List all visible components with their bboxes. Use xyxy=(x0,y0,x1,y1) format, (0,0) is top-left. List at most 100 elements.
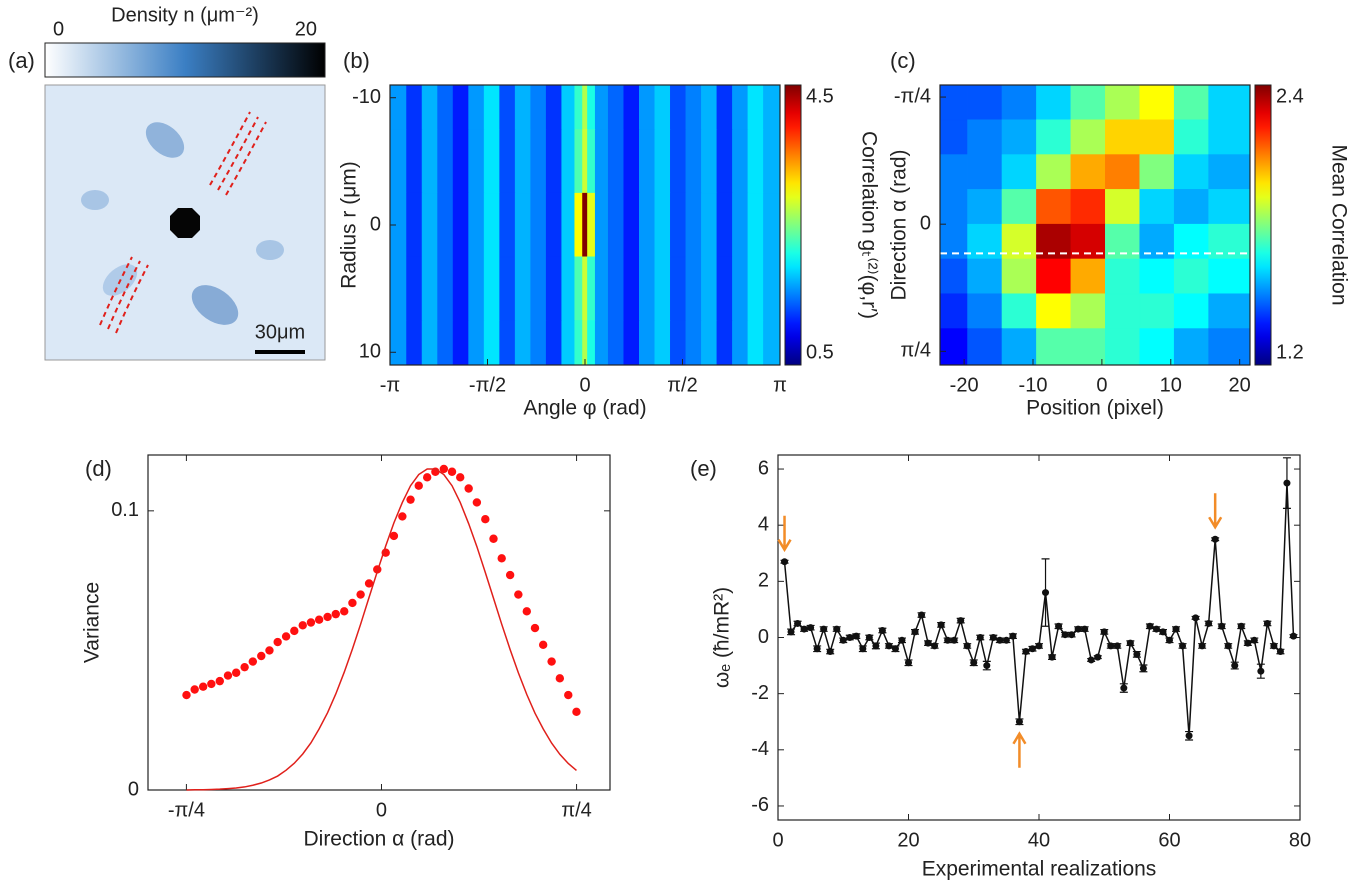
heatmap-cell xyxy=(594,129,609,194)
heatmap-cell xyxy=(1173,293,1209,329)
y-tick-label: 2 xyxy=(758,570,769,592)
panel-label: (e) xyxy=(690,456,717,481)
point xyxy=(820,625,828,633)
heatmap-cell xyxy=(654,192,671,258)
heatmap-cell xyxy=(732,192,749,258)
point xyxy=(422,473,432,482)
heatmap-cell xyxy=(389,84,407,130)
plot-frame xyxy=(147,454,611,791)
colorbar-tick-label: 1.2 xyxy=(1276,341,1304,363)
y-tick-label: 0 xyxy=(370,213,381,235)
heatmap-cell xyxy=(1001,223,1037,260)
x-tick-label: 20 xyxy=(1229,374,1251,396)
x-axis-label: Angle φ (rad) xyxy=(523,397,646,420)
panel-label: (c) xyxy=(890,48,916,73)
heatmap-cell xyxy=(654,320,671,366)
point xyxy=(190,685,199,694)
y-tick-label: -10 xyxy=(352,86,381,108)
heatmap-cell xyxy=(763,84,781,130)
point xyxy=(983,662,991,670)
heatmap-cell xyxy=(716,129,733,194)
heatmap-cell xyxy=(623,84,640,130)
heatmap-cell xyxy=(639,192,656,258)
point xyxy=(957,617,965,625)
point xyxy=(389,531,399,541)
guide xyxy=(107,260,141,330)
point xyxy=(898,636,906,644)
heatmap-cell xyxy=(1208,119,1251,155)
x-tick-label: 60 xyxy=(1158,829,1180,851)
heatmap-cell xyxy=(468,84,485,130)
point xyxy=(1035,642,1043,650)
heatmap-cell xyxy=(1173,223,1209,260)
heatmap-cell xyxy=(452,84,469,130)
heatmap-cell xyxy=(574,192,583,258)
point xyxy=(257,651,266,661)
point xyxy=(970,659,978,667)
heatmap-cell xyxy=(639,320,656,366)
heatmap-cell xyxy=(732,256,749,321)
point xyxy=(1120,684,1128,692)
heatmap-cell xyxy=(685,84,702,130)
heatmap-cell xyxy=(701,84,718,130)
heatmap-cell xyxy=(530,256,547,321)
x-axis-label: Experimental realizations xyxy=(922,858,1157,881)
heatmap-cell xyxy=(967,189,1003,225)
heatmap-cell xyxy=(530,129,547,194)
point xyxy=(1224,642,1232,650)
heatmap-cell xyxy=(468,129,485,194)
point xyxy=(944,636,952,644)
point xyxy=(1289,632,1297,640)
heatmap-cell xyxy=(1001,293,1037,329)
point xyxy=(1139,664,1147,672)
heatmap-cell xyxy=(1036,258,1072,295)
point xyxy=(406,495,415,504)
density-blob xyxy=(81,190,109,210)
point xyxy=(1048,653,1056,661)
heatmap-cell xyxy=(1001,258,1037,295)
point xyxy=(1250,636,1258,644)
point xyxy=(1028,645,1036,653)
heatmap-cell xyxy=(594,320,609,366)
heatmap-cell xyxy=(685,320,702,366)
heatmap-cell xyxy=(939,328,968,366)
point xyxy=(859,645,867,653)
heatmap-cell xyxy=(406,129,423,194)
point xyxy=(564,690,573,700)
point xyxy=(1100,628,1108,636)
point xyxy=(794,619,802,627)
heatmap-cell xyxy=(1105,119,1141,155)
point xyxy=(306,618,316,627)
heatmap-cell xyxy=(1139,84,1175,121)
heatmap-cell xyxy=(483,84,500,130)
colorbar xyxy=(1254,84,1272,366)
point xyxy=(530,623,540,633)
y-tick-label: 4 xyxy=(758,513,769,535)
point xyxy=(1002,636,1010,644)
heatmap-cell xyxy=(452,256,469,321)
point xyxy=(833,625,841,633)
point xyxy=(340,607,349,616)
point xyxy=(398,512,407,521)
point xyxy=(489,534,498,543)
point xyxy=(1074,625,1082,633)
point xyxy=(937,621,945,629)
heatmap-cell xyxy=(1070,328,1106,366)
point xyxy=(497,554,506,563)
heatmap-cell xyxy=(670,84,687,130)
heatmap-cell xyxy=(514,192,531,258)
heatmap-cell xyxy=(623,192,640,258)
heatmap-cell xyxy=(670,192,687,258)
point xyxy=(1218,622,1226,630)
heatmap-cell xyxy=(421,192,438,258)
point xyxy=(456,473,465,482)
heatmap-cell xyxy=(561,129,576,194)
heatmap-cell xyxy=(1070,119,1106,155)
heatmap-cell xyxy=(654,84,671,130)
heatmap-cell xyxy=(639,256,656,321)
point xyxy=(447,467,457,476)
heatmap-cell xyxy=(1001,189,1037,225)
heatmap-cell xyxy=(701,320,718,366)
heatmap-cell xyxy=(389,256,407,321)
point xyxy=(826,648,834,656)
